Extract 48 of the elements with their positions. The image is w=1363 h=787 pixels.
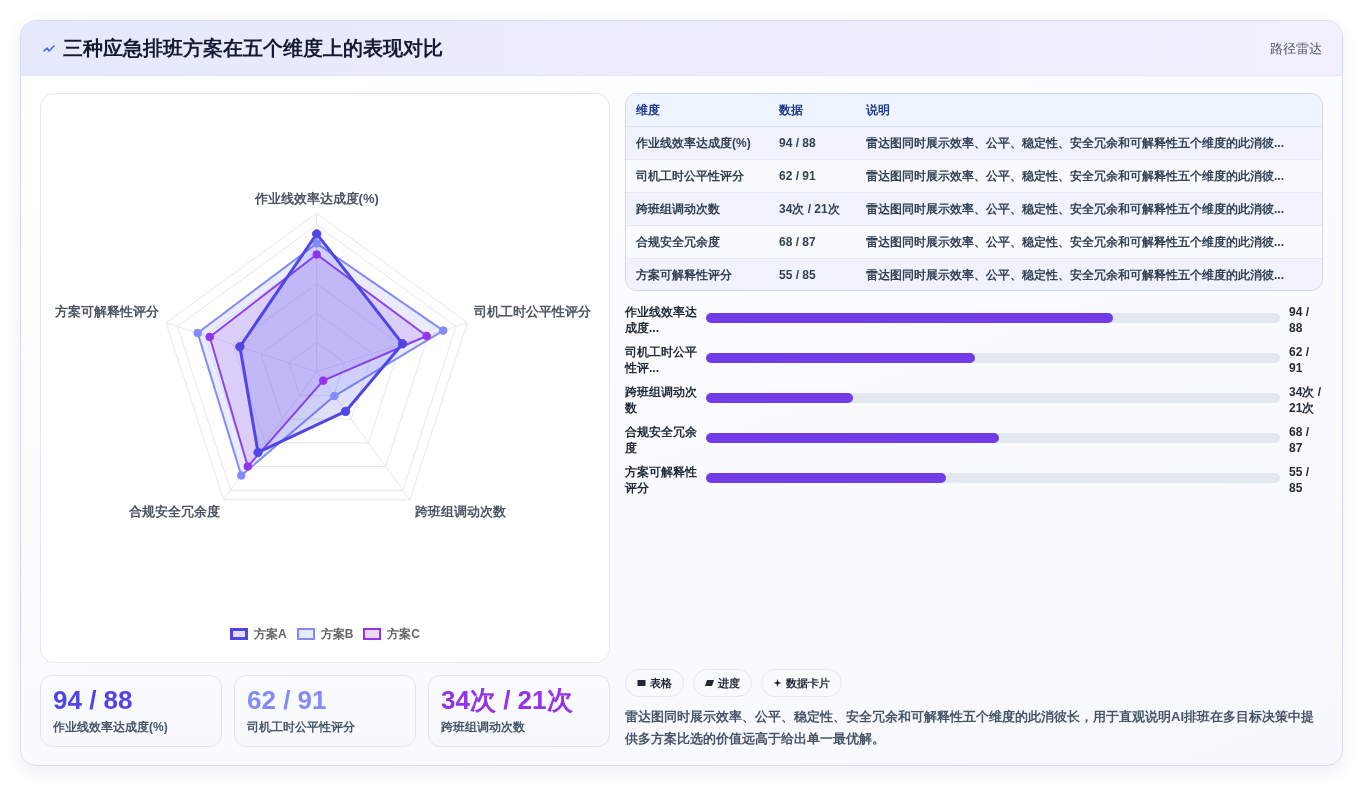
text: 三种应急排班方案在五个维度上的表现对比	[63, 36, 443, 61]
y-tick-label: 方案可解释性评分	[625, 464, 698, 496]
legend-label: 方案C	[387, 626, 420, 642]
text: 55 / 85	[1289, 464, 1310, 496]
text: 数据	[779, 102, 803, 119]
text: 34次 / 21次	[779, 202, 840, 216]
text: 雷达图同时展示效率、公平、稳定性、安全冗余和可解释性五个维度的此消彼...	[866, 168, 1285, 185]
text: 34次 / 21次	[1289, 384, 1322, 416]
text: 94 / 88	[53, 685, 133, 715]
text: 55 / 85	[779, 268, 816, 282]
category-label: 方案可解释性评分	[636, 267, 732, 284]
text: 维度	[636, 102, 660, 119]
text: 94 / 88	[779, 136, 816, 150]
text: 雷达图同时展示效率、公平、稳定性、安全冗余和可解释性五个维度的此消彼...	[866, 267, 1285, 284]
spoke-label: 作业线效率达成度(%)	[253, 191, 379, 207]
text: 68 / 87	[1289, 424, 1310, 456]
category-label: 进度	[718, 675, 740, 691]
text: 34次 / 21次	[441, 685, 573, 715]
text: 雷达图同时展示效率、公平、稳定性、安全冗余和可解释性五个维度的此消彼...	[866, 135, 1285, 152]
y-tick-label: 合规安全冗余度	[625, 424, 698, 456]
category-label: 作业线效率达成度(%)	[53, 719, 168, 735]
y-tick-label: 作业线效率达成度...	[625, 304, 698, 336]
legend-label: 方案B	[320, 626, 354, 642]
spoke-label: 方案可解释性评分	[54, 303, 161, 319]
y-tick-label: 跨班组调动次数	[625, 384, 698, 416]
text: 说明	[866, 102, 890, 119]
text: 路径雷达	[1270, 40, 1322, 58]
text: 62 / 91	[247, 685, 327, 715]
spoke-label: 合规安全冗余度	[127, 503, 220, 519]
category-label: 合规安全冗余度	[636, 234, 720, 251]
category-label: 作业线效率达成度(%)	[636, 135, 751, 152]
category-label: 司机工时公平性评分	[636, 168, 744, 185]
y-tick-label: 司机工时公平性评...	[625, 344, 698, 376]
category-label: 司机工时公平性评分	[247, 719, 355, 735]
text: 62 / 91	[1289, 344, 1310, 376]
text: 雷达图同时展示效率、公平、稳定性、安全冗余和可解释性五个维度的此消彼...	[866, 234, 1285, 251]
text: 94 / 88	[1289, 304, 1310, 336]
legend-label: 方案A	[253, 626, 287, 642]
category-label: 数据卡片	[786, 675, 830, 691]
text: 雷达图同时展示效率、公平、稳定性、安全冗余和可解释性五个维度的此消彼长，用于直观说明AI排班在多目标决策中提供多方案比选的价值远高于给出单一最优解。	[625, 708, 1315, 748]
category-label: 跨班组调动次数	[636, 201, 720, 218]
spoke-label: 跨班组调动次数	[413, 503, 507, 519]
text: 雷达图同时展示效率、公平、稳定性、安全冗余和可解释性五个维度的此消彼...	[866, 201, 1285, 218]
category-label: 表格	[650, 675, 672, 691]
text: 68 / 87	[779, 235, 816, 249]
category-label: 跨班组调动次数	[441, 719, 525, 735]
text: 62 / 91	[779, 169, 816, 183]
spoke-label: 司机工时公平性评分	[473, 303, 593, 319]
